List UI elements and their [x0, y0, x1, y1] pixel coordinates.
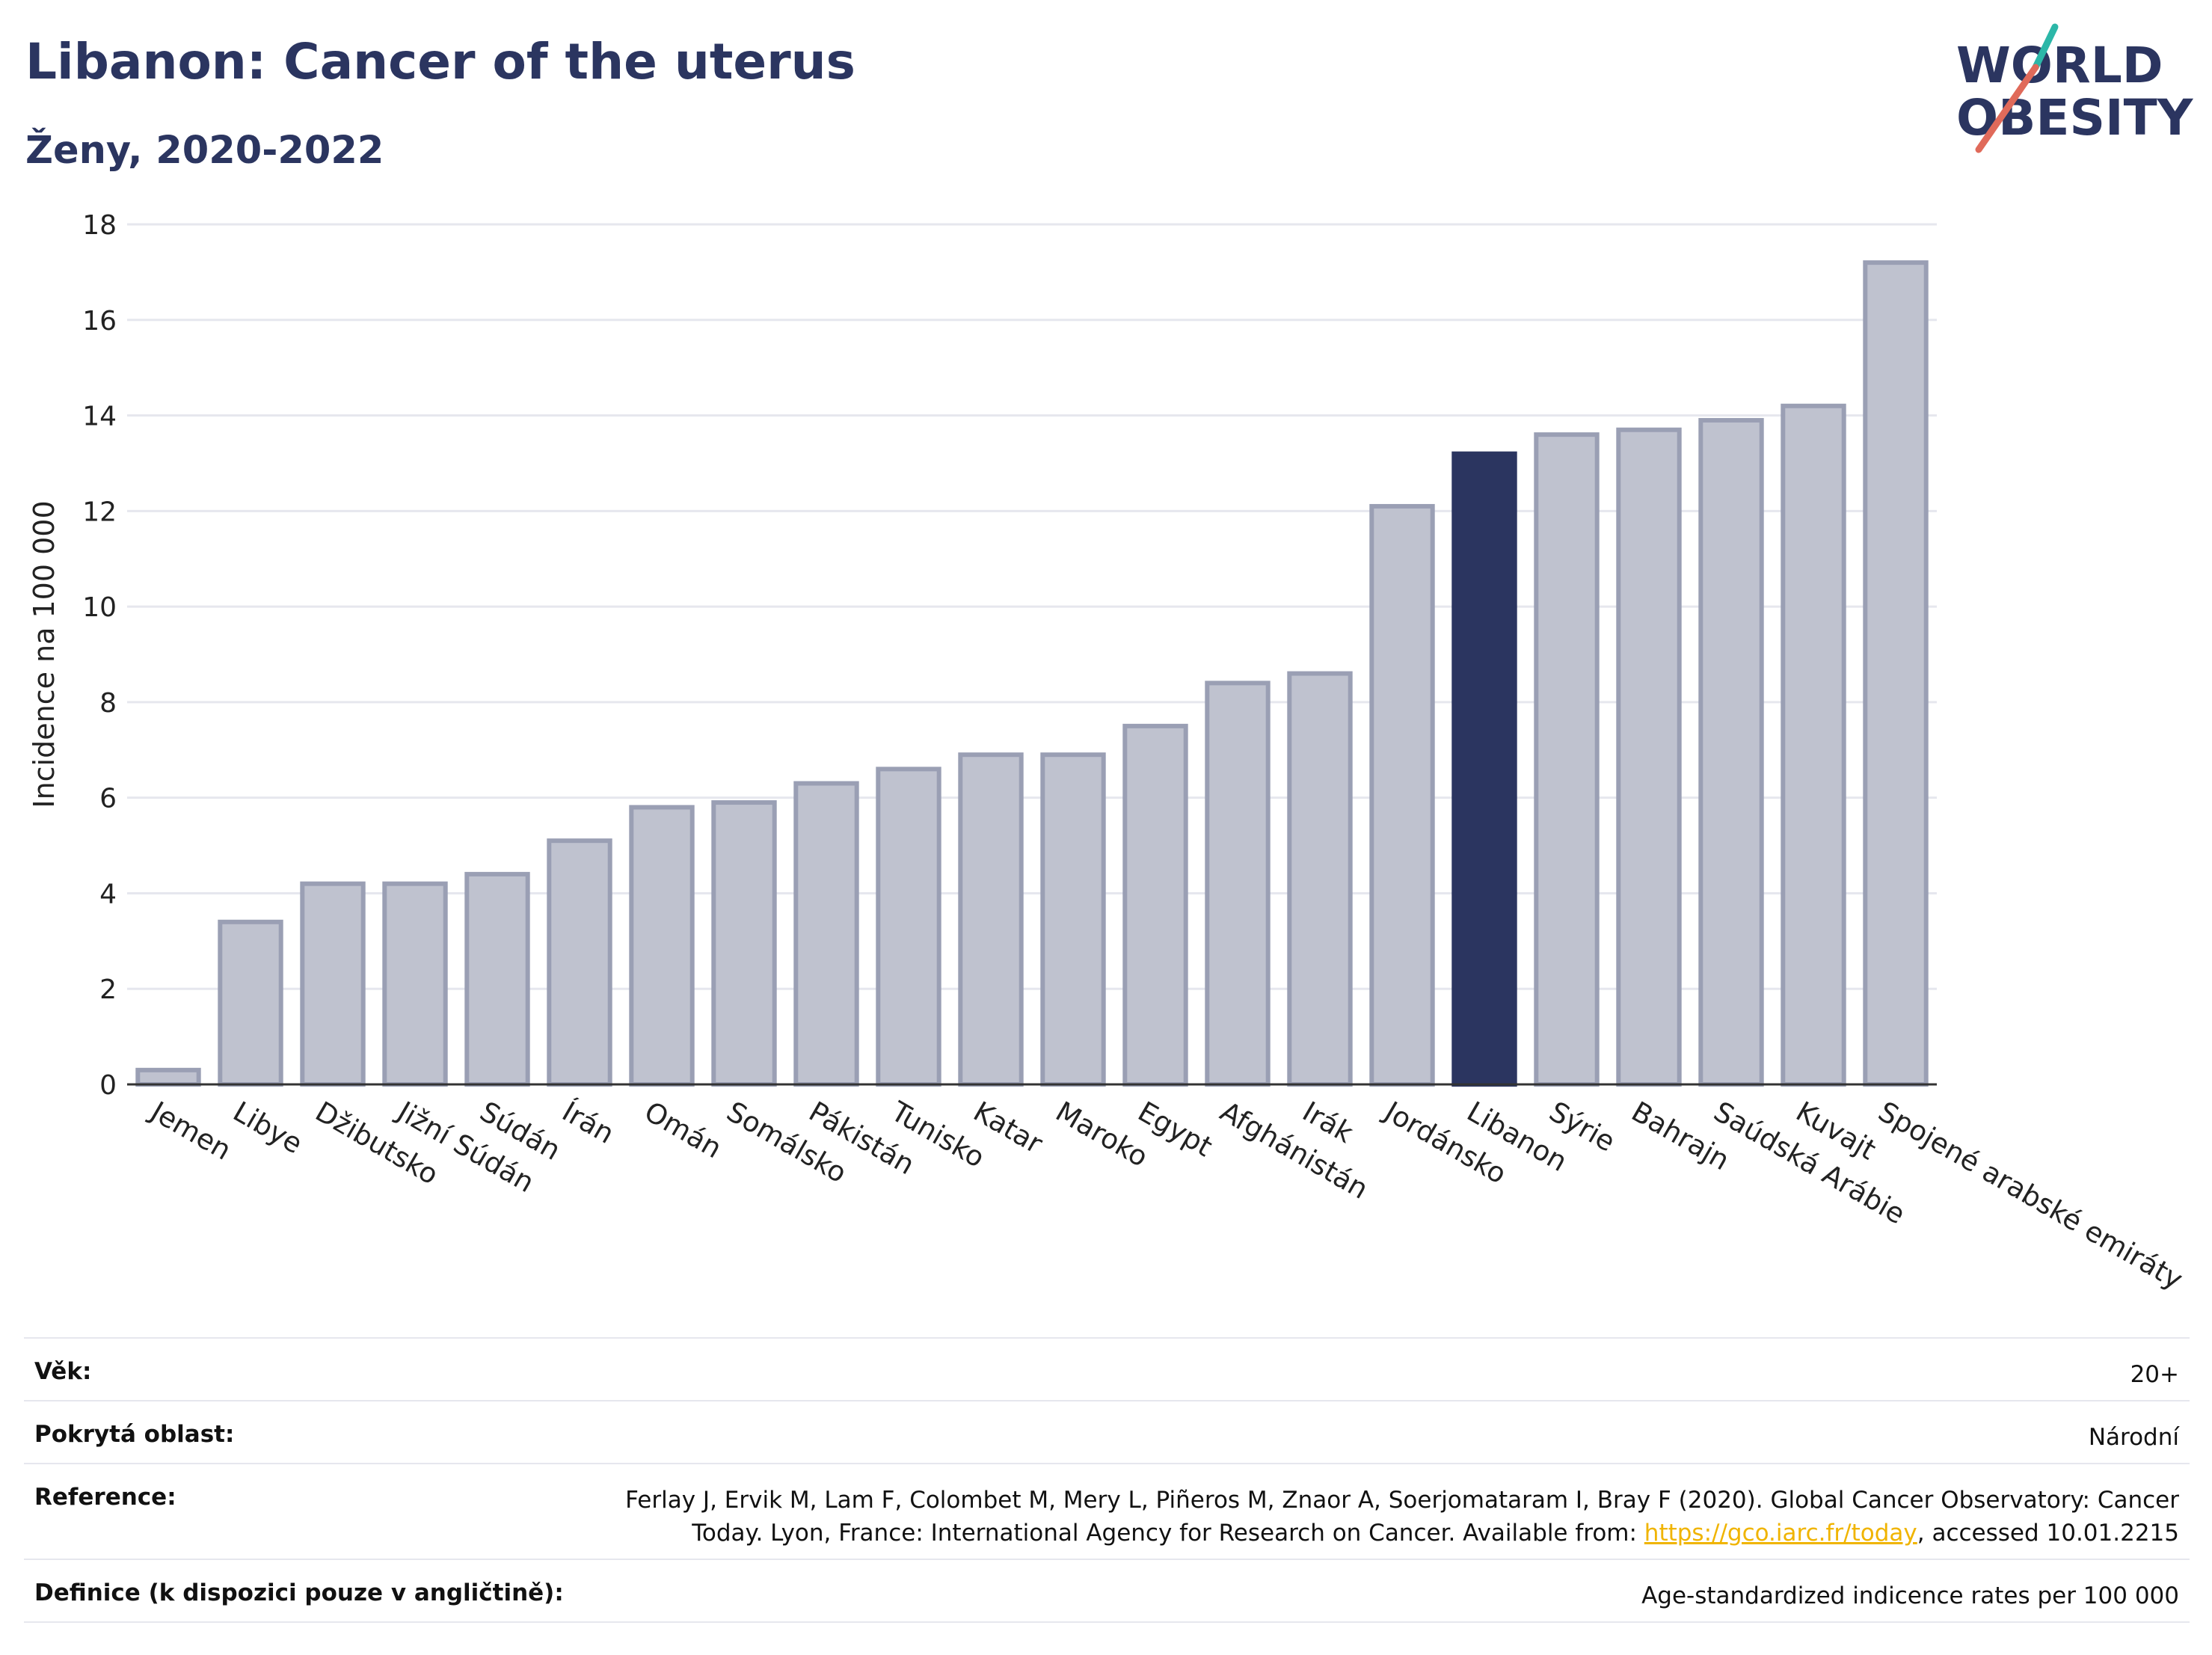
x-tick-label: Afghánistán	[1215, 1096, 1374, 1206]
logo-line1: WORLD	[1956, 37, 2163, 94]
bar	[218, 919, 283, 1087]
meta-row-reference: Reference: Ferlay J, Ervik M, Lam F, Col…	[24, 1463, 2190, 1559]
y-tick-label: 0	[99, 1070, 117, 1101]
meta-age-label: Věk:	[24, 1337, 585, 1401]
y-tick-label: 2	[99, 974, 117, 1005]
bar-highlight	[1451, 451, 1517, 1087]
logo-line2: OBESITY	[1956, 89, 2194, 147]
x-tick-label: Libye	[228, 1096, 308, 1161]
y-tick-label: 18	[82, 210, 117, 241]
y-tick-label: 10	[82, 592, 117, 623]
y-axis-label: Incidence na 100 000	[28, 500, 61, 808]
meta-definition-value: Age-standardized indicence rates per 100…	[584, 1559, 2190, 1623]
reference-line2-pre: Today. Lyon, France: International Agenc…	[692, 1520, 1644, 1547]
x-tick-label: Maroko	[1051, 1096, 1154, 1173]
bar	[1287, 671, 1353, 1087]
bar	[547, 838, 612, 1087]
meta-row-definition: Definice (k dispozici pouze v angličtině…	[24, 1559, 2190, 1623]
y-tick-label: 14	[82, 402, 117, 432]
y-tick-label: 16	[82, 306, 117, 337]
y-tick-label: 6	[99, 784, 117, 814]
bar	[1205, 681, 1271, 1087]
bar	[1534, 432, 1600, 1087]
bar	[1863, 260, 1929, 1087]
reference-line2-post: , accessed 10.01.2215	[1917, 1520, 2179, 1547]
world-obesity-logo: WORLD OBESITY	[1956, 23, 2194, 153]
bar	[793, 781, 859, 1087]
meta-definition-label: Definice (k dispozici pouze v angličtině…	[24, 1559, 585, 1623]
y-tick-label: 12	[82, 497, 117, 527]
y-tick-labels: 0 2 4 6 8 10 12 14 16 18	[82, 210, 117, 1101]
bars	[135, 260, 1929, 1087]
logo-slash-red	[1975, 64, 2039, 153]
reference-line1: Ferlay J, Ervik M, Lam F, Colombet M, Me…	[625, 1487, 2179, 1514]
bar	[711, 800, 777, 1087]
meta-age-value: 20+	[584, 1337, 2190, 1401]
meta-row-area: Pokrytá oblast: Národní	[24, 1400, 2190, 1464]
bar	[629, 805, 695, 1087]
x-tick-label: Spojené arabské emiráty	[1873, 1096, 2189, 1296]
bar	[1781, 403, 1846, 1087]
bar	[1616, 427, 1682, 1087]
bar	[1698, 417, 1764, 1087]
x-tick-label: Omán	[639, 1096, 728, 1165]
y-tick-label: 8	[99, 688, 117, 719]
bar	[464, 871, 530, 1087]
x-tick-label: Jemen	[144, 1095, 237, 1167]
meta-area-value: Národní	[584, 1400, 2190, 1464]
bar	[876, 767, 941, 1087]
reference-link[interactable]: https://gco.iarc.fr/today	[1644, 1520, 1917, 1547]
logo-slash-teal	[2032, 23, 2059, 71]
page-subtitle: Ženy, 2020-2022	[25, 129, 384, 173]
bar	[135, 1067, 201, 1087]
bar	[1122, 723, 1188, 1087]
bar	[382, 881, 448, 1087]
x-tick-label: Írán	[557, 1095, 621, 1150]
y-tick-label: 4	[99, 879, 117, 909]
bar	[1040, 752, 1106, 1087]
meta-reference-label: Reference:	[24, 1463, 585, 1559]
meta-area-label: Pokrytá oblast:	[24, 1400, 585, 1464]
page-title: Libanon: Cancer of the uterus	[25, 33, 855, 90]
meta-reference-value: Ferlay J, Ervik M, Lam F, Colombet M, Me…	[584, 1463, 2190, 1559]
bar	[1369, 503, 1435, 1087]
bar	[300, 881, 366, 1087]
meta-row-age: Věk: 20+	[24, 1337, 2190, 1401]
bar	[958, 752, 1024, 1087]
meta-table: Věk: 20+ Pokrytá oblast: Národní Referen…	[24, 1337, 2190, 1623]
